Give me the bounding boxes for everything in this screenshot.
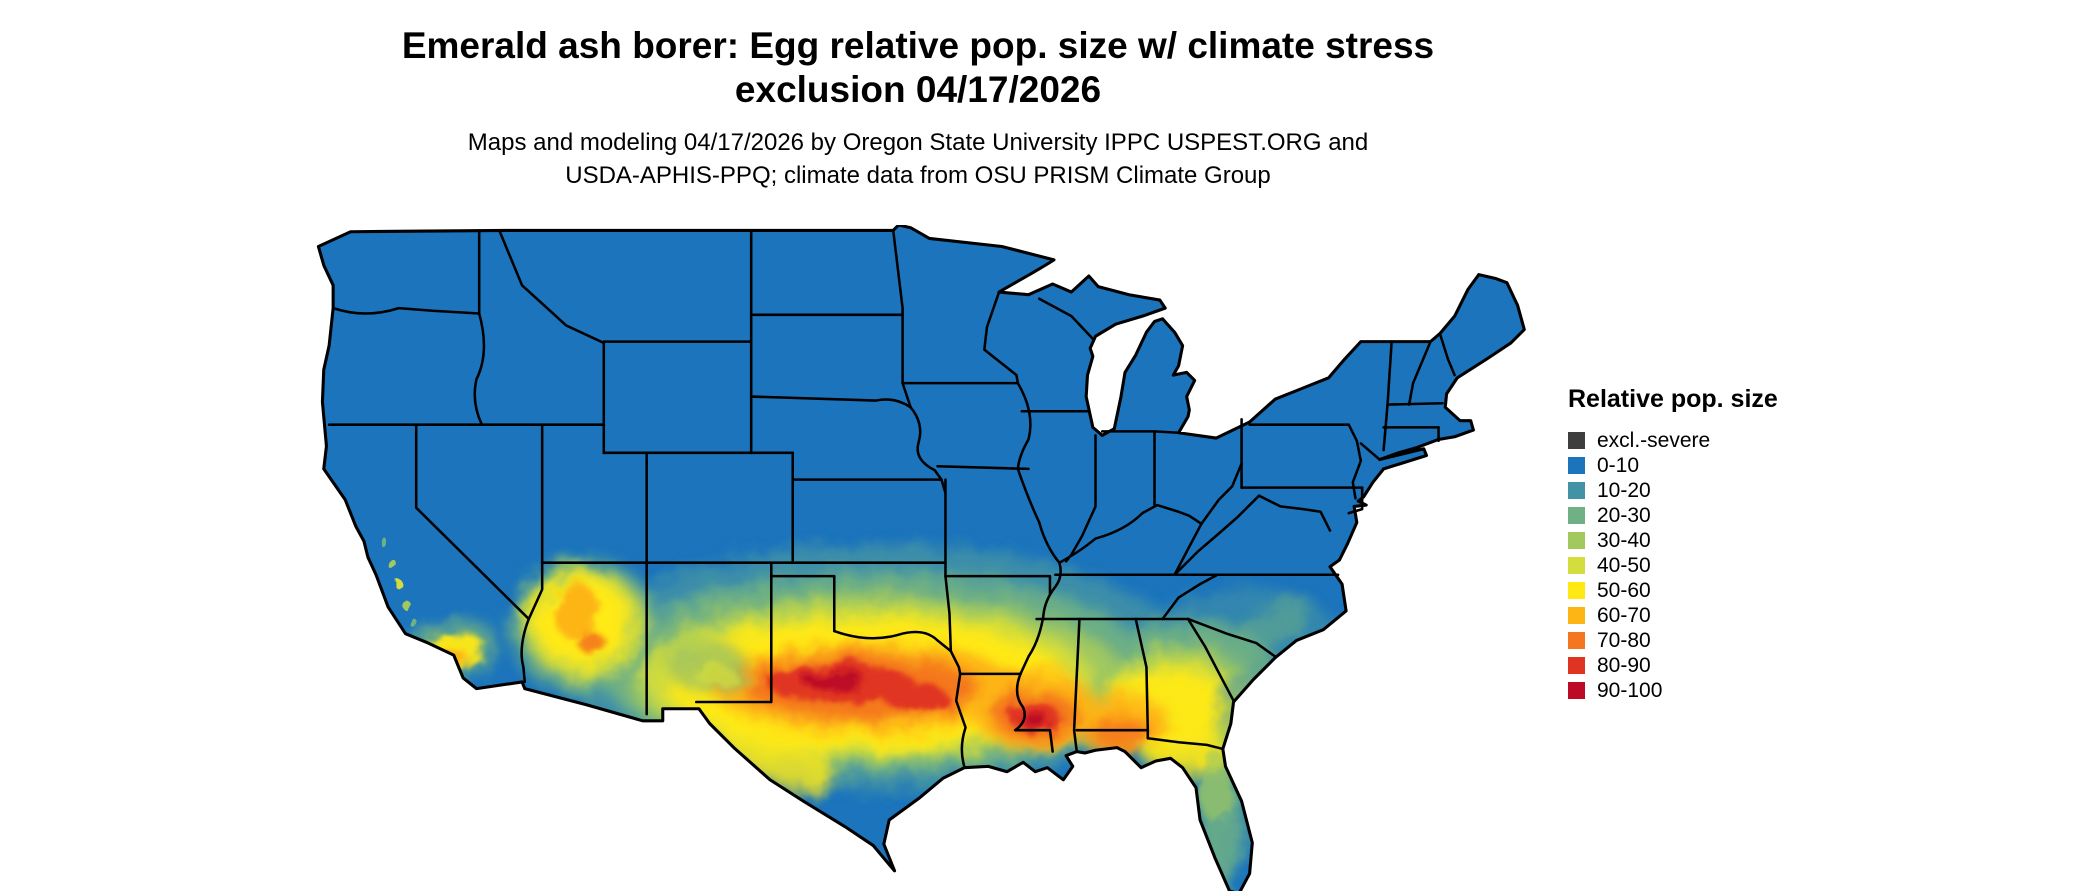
legend-swatch (1568, 432, 1585, 449)
legend-swatch (1568, 657, 1585, 674)
legend-row: 40-50 (1568, 553, 1868, 578)
legend-swatch (1568, 557, 1585, 574)
page-title: Emerald ash borer: Egg relative pop. siz… (305, 24, 1531, 112)
legend-items: excl.-severe 0-10 10-20 20-30 30-40 40-50 50-6… (1568, 428, 1868, 703)
legend-label: 0-10 (1597, 454, 1640, 477)
legend-swatch (1568, 607, 1585, 624)
legend-label: 50-60 (1597, 579, 1651, 602)
legend-swatch (1568, 582, 1585, 599)
legend-row: 80-90 (1568, 653, 1868, 678)
legend-label: 40-50 (1597, 554, 1651, 577)
legend-row: 30-40 (1568, 528, 1868, 553)
legend-label: 60-70 (1597, 604, 1651, 627)
legend-row: 50-60 (1568, 578, 1868, 603)
legend-swatch (1568, 532, 1585, 549)
legend-label: 30-40 (1597, 529, 1651, 552)
us-landmass (318, 225, 1525, 891)
legend-row: excl.-severe (1568, 428, 1868, 453)
attribution-line-2: USDA-APHIS-PPQ; climate data from OSU PR… (565, 162, 1271, 189)
legend-label: 10-20 (1597, 479, 1651, 502)
legend-row: 60-70 (1568, 603, 1868, 628)
legend-row: 20-30 (1568, 503, 1868, 528)
legend-swatch (1568, 682, 1585, 699)
us-map-svg (316, 225, 1526, 891)
attribution: Maps and modeling 04/17/2026 by Oregon S… (305, 126, 1531, 192)
legend-row: 90-100 (1568, 678, 1868, 703)
legend-swatch (1568, 457, 1585, 474)
legend-title: Relative pop. size (1568, 385, 1778, 413)
legend-row: 70-80 (1568, 628, 1868, 653)
legend-swatch (1568, 632, 1585, 649)
attribution-line-1: Maps and modeling 04/17/2026 by Oregon S… (467, 129, 1369, 156)
legend-swatch (1568, 482, 1585, 499)
map-legend: Relative pop. size excl.-severe 0-10 10-20… (1568, 385, 1868, 703)
legend-label: 90-100 (1597, 679, 1663, 702)
legend-row: 10-20 (1568, 478, 1868, 503)
legend-row: 0-10 (1568, 453, 1868, 478)
title-line-2: exclusion 04/17/2026 (734, 69, 1102, 110)
us-choropleth-map (305, 225, 1531, 891)
legend-label: excl.-severe (1597, 429, 1711, 452)
legend-label: 80-90 (1597, 654, 1651, 677)
title-line-1: Emerald ash borer: Egg relative pop. siz… (401, 25, 1435, 66)
legend-label: 20-30 (1597, 504, 1651, 527)
legend-label: 70-80 (1597, 629, 1651, 652)
legend-swatch (1568, 507, 1585, 524)
